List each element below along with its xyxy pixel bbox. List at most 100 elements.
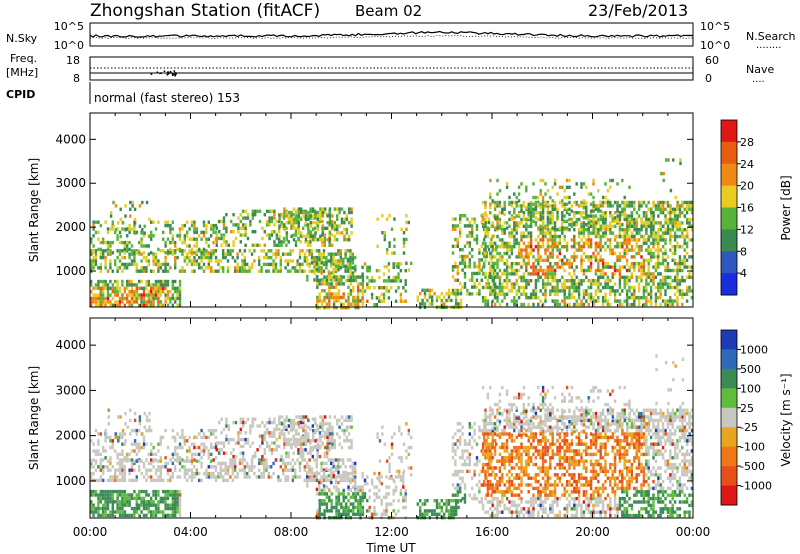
heatmap-cell [618, 223, 622, 227]
heatmap-cell [231, 255, 234, 260]
heatmap-cell [342, 295, 345, 300]
heatmap-cell [202, 220, 206, 224]
heatmap-cell [664, 292, 667, 296]
heatmap-cell [667, 158, 670, 162]
heatmap-cell [657, 289, 660, 293]
heatmap-cell [195, 230, 198, 235]
heatmap-cell [431, 298, 434, 303]
heatmap-cell [671, 228, 675, 232]
heatmap-cell [273, 431, 276, 435]
heatmap-cell [669, 296, 672, 300]
heatmap-cell [106, 478, 110, 483]
heatmap-cell [625, 262, 629, 266]
heatmap-cell [164, 493, 167, 497]
heatmap-cell [525, 221, 528, 225]
heatmap-cell [541, 268, 545, 273]
heatmap-cell [278, 236, 281, 241]
heatmap-cell [520, 204, 523, 208]
heatmap-cell [121, 468, 124, 472]
heatmap-cell [673, 207, 677, 211]
heatmap-cell [287, 454, 290, 459]
heatmap-cell [351, 478, 354, 483]
heatmap-cell [327, 271, 331, 275]
heatmap-cell [181, 435, 184, 440]
heatmap-cell [243, 255, 246, 260]
heatmap-cell [316, 428, 320, 433]
heatmap-cell [278, 427, 281, 432]
heatmap-cell [306, 259, 309, 263]
heatmap-cell [337, 458, 340, 462]
heatmap-cell [111, 442, 114, 446]
heatmap-cell [345, 238, 348, 242]
heatmap-cell [609, 238, 612, 242]
heatmap-cell [121, 227, 124, 231]
heatmap-cell [664, 268, 667, 273]
heatmap-cell [529, 245, 533, 249]
heatmap-cell [621, 212, 624, 217]
heatmap-cell [387, 289, 391, 293]
heatmap-cell [159, 468, 162, 472]
heatmap-cell [145, 279, 148, 284]
heatmap-cell [592, 282, 595, 286]
heatmap-cell [594, 245, 598, 249]
heatmap-cell [606, 265, 610, 269]
heatmap-cell [90, 290, 93, 294]
heatmap-cell [468, 292, 471, 296]
heatmap-cell [623, 241, 626, 245]
heatmap-cell [307, 435, 310, 440]
freq-dot [169, 71, 172, 73]
heatmap-cell [496, 251, 499, 256]
heatmap-cell [104, 303, 107, 307]
heatmap-cell [606, 275, 610, 279]
heatmap-cell [312, 238, 315, 242]
heatmap-cell [589, 231, 593, 235]
heatmap-cell [254, 454, 257, 459]
heatmap-cell [370, 279, 374, 283]
heatmap-cell [515, 226, 518, 230]
heatmap-cell [501, 258, 504, 262]
heatmap-cell [676, 275, 679, 279]
heatmap-cell [332, 285, 336, 289]
heatmap-cell [625, 258, 629, 262]
heatmap-cell [275, 424, 278, 428]
heatmap-cell [546, 221, 550, 225]
heatmap-cell [336, 214, 339, 218]
heatmap-cell [92, 255, 95, 260]
heatmap-cell [251, 420, 254, 425]
heatmap-cell [537, 268, 540, 273]
heatmap-cell [337, 468, 340, 472]
heatmap-cell [332, 271, 335, 275]
heatmap-cell [553, 241, 557, 245]
heatmap-cell [513, 224, 516, 228]
heatmap-cell [534, 289, 538, 293]
heatmap-cell [278, 234, 281, 238]
heatmap-cell [553, 204, 557, 208]
heatmap-cell [283, 432, 286, 436]
heatmap-cell [154, 452, 158, 457]
heatmap-cell [486, 231, 490, 235]
heatmap-cell [463, 261, 467, 265]
heatmap-cell [681, 234, 684, 239]
heatmap-cell [522, 272, 526, 276]
heatmap-cell [513, 221, 516, 225]
freq-dot [174, 74, 176, 77]
heatmap-cell [304, 214, 308, 218]
heatmap-cell [214, 249, 218, 253]
heatmap-cell [580, 258, 583, 262]
heatmap-cell [210, 452, 213, 457]
heatmap-cell [544, 192, 547, 196]
heatmap-cell [676, 296, 679, 300]
heatmap-cell [171, 500, 174, 504]
heatmap-cell [495, 244, 498, 248]
heatmap-cell [234, 475, 237, 479]
heatmap-cell [338, 210, 341, 215]
heatmap-cell [510, 216, 514, 220]
heatmap-cell [176, 286, 179, 290]
heatmap-cell [510, 299, 514, 303]
heatmap-cell [599, 245, 602, 249]
heatmap-cell [325, 282, 329, 286]
heatmap-cell [679, 161, 682, 166]
heatmap-cell [630, 275, 634, 279]
heatmap-cell [131, 442, 134, 446]
heatmap-cell [275, 243, 278, 247]
